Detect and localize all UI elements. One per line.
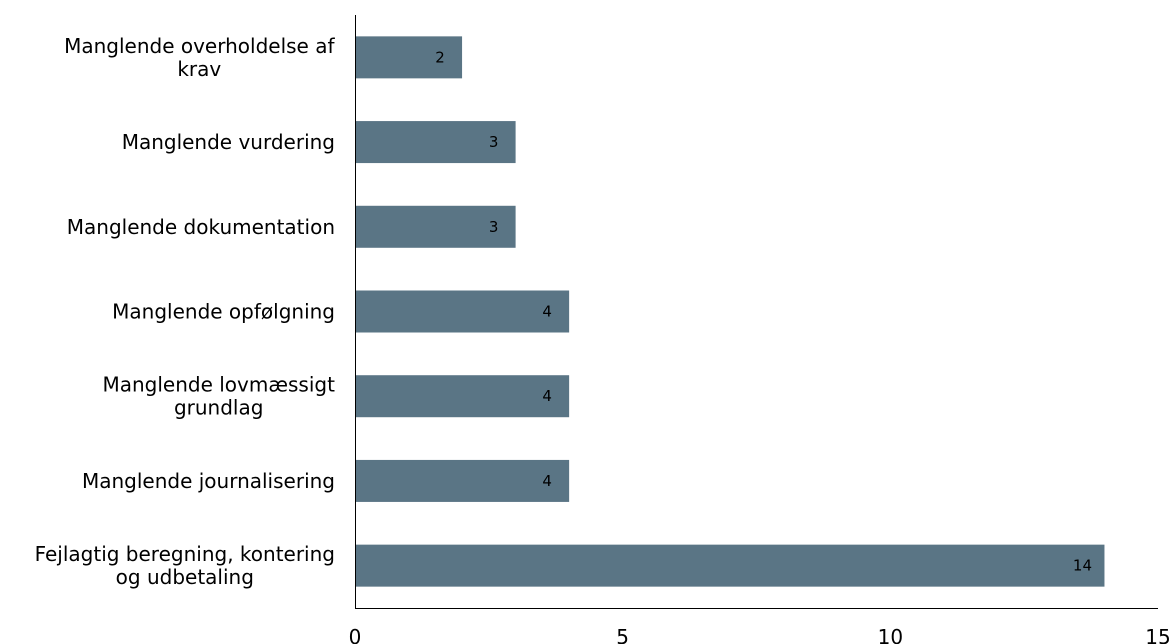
bar-value-label: 14 (1073, 557, 1092, 575)
category-label: Manglende overholdelse af krav (64, 34, 335, 81)
category-label: Manglende lovmæssigt grundlag (102, 373, 335, 420)
category-label-line: Manglende journalisering (82, 469, 335, 493)
bar (356, 290, 570, 333)
bar-value-label: 4 (542, 303, 552, 321)
x-tick-label: 10 (878, 625, 903, 644)
bar (356, 205, 516, 248)
bar (356, 459, 570, 502)
category-label-line: Manglende dokumentation (67, 215, 335, 239)
category-label-line: krav (177, 57, 221, 81)
bar-value-label: 4 (542, 472, 552, 490)
bar-value-label: 3 (489, 133, 499, 151)
bar (356, 375, 570, 418)
category-label: Fejlagtig beregning, kontering og udbetal… (35, 542, 335, 589)
category-label-line: Manglende opfølgning (112, 300, 335, 324)
bar (356, 36, 463, 79)
bar-value-label: 3 (489, 218, 499, 236)
category-label-line: Manglende vurdering (122, 130, 335, 154)
bar (356, 121, 516, 164)
category-label-line: Manglende lovmæssigt (102, 373, 335, 397)
bar-value-label: 4 (542, 387, 552, 405)
category-label-line: grundlag (174, 396, 263, 420)
category-label-line: Manglende overholdelse af (64, 34, 335, 58)
category-label-line: Fejlagtig beregning, kontering (35, 542, 335, 566)
bar-value-label: 2 (435, 48, 445, 66)
category-label: Manglende opfølgning (112, 300, 335, 324)
category-label-line: og udbetaling (116, 565, 254, 589)
category-labels-group: Manglende overholdelse af krav Manglende v… (35, 34, 336, 589)
bars-group (356, 36, 1105, 587)
value-labels-group: 2 3 3 4 4 4 14 (435, 48, 1092, 574)
category-label: Manglende dokumentation (67, 215, 335, 239)
bar (356, 544, 1105, 587)
x-tick-label: 5 (616, 625, 629, 644)
x-tick-label: 15 (1145, 625, 1170, 644)
category-label: Manglende vurdering (122, 130, 335, 154)
x-tick-labels-group: 0 5 10 15 (349, 625, 1171, 644)
category-label: Manglende journalisering (82, 469, 335, 493)
x-tick-label: 0 (349, 625, 362, 644)
